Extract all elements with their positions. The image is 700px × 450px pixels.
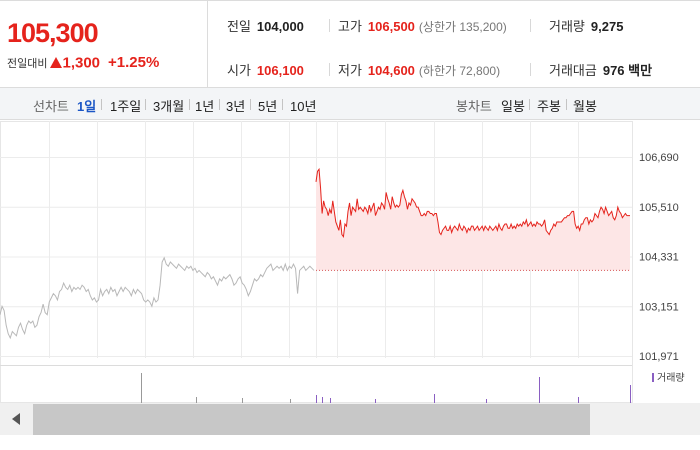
y-tick-label: 103,151 — [639, 301, 679, 313]
y-tick-label: 101,971 — [639, 351, 679, 363]
divider — [219, 99, 220, 110]
divider — [529, 99, 530, 110]
stat-open: 시가 106,100 — [227, 60, 304, 79]
divider — [189, 99, 190, 110]
stat-value: 104,000 — [256, 19, 304, 34]
period-bar: 선차트 1일 1주일 3개월 1년 3년 5년 10년 봉차트 일봉 주봉 월봉 — [0, 88, 700, 120]
today-price-line — [315, 167, 630, 239]
candle-daily[interactable]: 일봉 — [501, 99, 525, 114]
stat-value: 976 백만 — [602, 63, 653, 78]
divider — [282, 99, 283, 110]
change-amount: 1,300 — [62, 54, 101, 72]
current-price: 105,300 — [7, 18, 99, 48]
stat-label: 전일 — [227, 19, 251, 34]
stat-label: 시가 — [227, 63, 251, 78]
y-tick-label: 104,331 — [639, 252, 679, 264]
stat-value: 106,100 — [256, 63, 304, 78]
stat-turnover: 거래대금 976 백만 — [549, 60, 652, 79]
divider — [530, 19, 531, 32]
divider — [329, 63, 330, 76]
stat-label: 거래량 — [549, 19, 585, 34]
divider — [329, 19, 330, 32]
stat-value: 9,275 — [590, 19, 624, 34]
stat-value: 106,500 — [367, 19, 415, 34]
stat-label: 저가 — [338, 63, 362, 78]
today-price-area — [316, 169, 630, 271]
price-chart: 106,690 105,510 104,331 103,151 101,971 거래량 — [0, 121, 700, 403]
period-1year[interactable]: 1년 — [195, 99, 215, 114]
chart-scrollbar[interactable] — [0, 403, 700, 435]
stat-sub: (하한가 72,800) — [418, 64, 501, 78]
period-10years[interactable]: 10년 — [290, 99, 317, 114]
scroll-thumb[interactable] — [33, 404, 590, 435]
change-label: 전일대비 — [7, 57, 48, 70]
bottom-space — [0, 435, 700, 450]
previous-price-line — [0, 256, 315, 340]
quote-panel: 105,300 전일대비 1,300 +1.25% 전일 104,000 고가 106,… — [0, 0, 700, 88]
volume-legend-label: 거래량 — [657, 372, 685, 384]
change-percent: +1.25% — [108, 54, 160, 72]
stat-volume: 거래량 9,275 — [549, 16, 623, 35]
y-tick-label: 105,510 — [639, 202, 679, 214]
line-chart-label: 선차트 — [33, 99, 69, 114]
divider — [566, 99, 567, 110]
change-row: 전일대비 1,300 +1.25% — [7, 54, 159, 72]
period-1week[interactable]: 1주일 — [110, 99, 142, 114]
stat-low: 저가 104,600 (하한가 72,800) — [338, 60, 500, 79]
price-box: 105,300 전일대비 1,300 +1.25% — [0, 1, 208, 88]
candle-monthly[interactable]: 월봉 — [573, 99, 597, 114]
period-1day[interactable]: 1일 — [77, 99, 97, 114]
period-3years[interactable]: 3년 — [226, 99, 246, 114]
divider — [145, 99, 146, 110]
divider — [530, 63, 531, 76]
stat-label: 거래대금 — [549, 63, 597, 78]
divider — [250, 99, 251, 110]
period-5years[interactable]: 5년 — [258, 99, 278, 114]
up-triangle-icon — [50, 57, 63, 68]
stat-label: 고가 — [338, 19, 362, 34]
divider — [101, 99, 102, 110]
candle-weekly[interactable]: 주봉 — [537, 99, 561, 114]
arrow-left-icon — [12, 413, 20, 425]
stat-value: 104,600 — [367, 63, 415, 78]
stat-high: 고가 106,500 (상한가 135,200) — [338, 16, 507, 35]
scroll-left-button[interactable] — [0, 403, 32, 435]
stat-prev-close: 전일 104,000 — [227, 16, 304, 35]
stat-sub: (상한가 135,200) — [418, 20, 507, 34]
period-3months[interactable]: 3개월 — [153, 99, 185, 114]
volume-legend-swatch — [652, 373, 654, 382]
y-tick-label: 106,690 — [639, 152, 679, 164]
price-chart-svg: 106,690 105,510 104,331 103,151 101,971 거래량 — [0, 121, 685, 403]
candle-chart-label: 봉차트 — [456, 99, 492, 114]
